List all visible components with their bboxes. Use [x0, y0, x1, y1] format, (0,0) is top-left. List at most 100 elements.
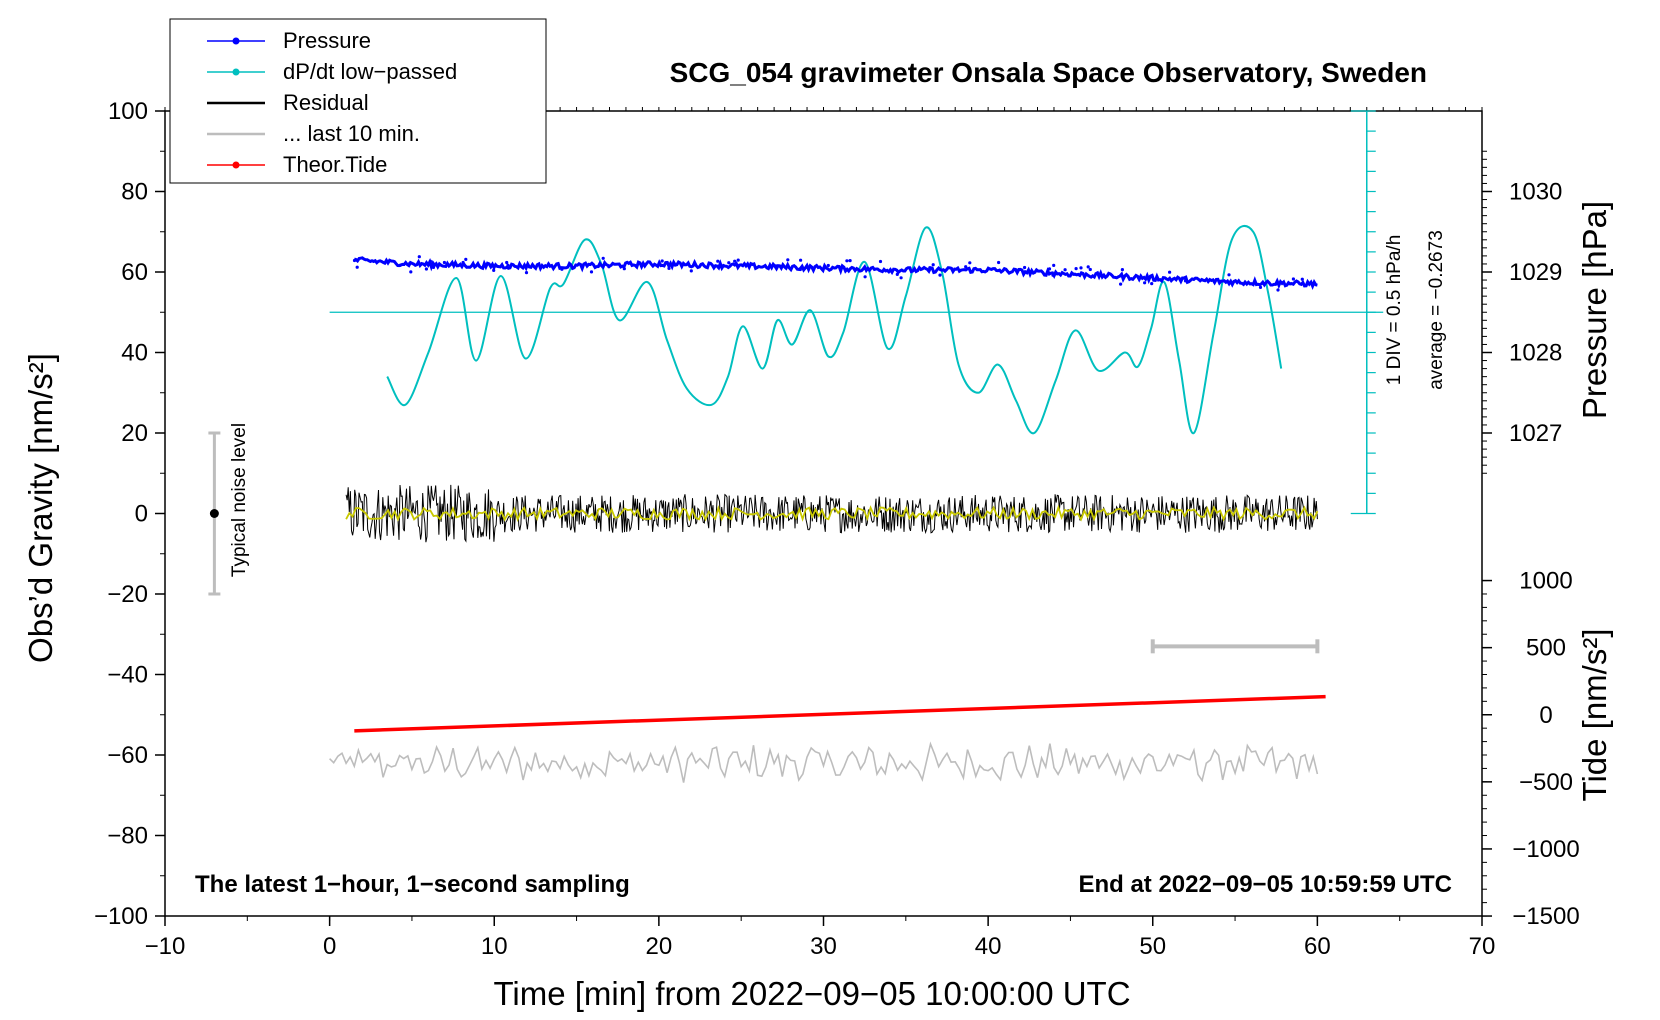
pressure-point [660, 259, 664, 263]
y-tick-label: −20 [107, 581, 148, 608]
legend-swatch-marker [232, 37, 240, 45]
pressure-point [1168, 270, 1172, 274]
pressure-point [409, 270, 413, 274]
legend-label-residual: Residual [283, 90, 369, 115]
y-axis-title: Obs’d Gravity [nm/s²] [22, 353, 59, 663]
pressure-point [464, 257, 468, 261]
pressure-point [667, 266, 671, 270]
pressure-point [1182, 276, 1186, 280]
pressure-point [689, 269, 693, 273]
pressure-point [878, 259, 883, 264]
x-tick-label: 10 [481, 933, 508, 960]
legend-label-last10: ... last 10 min. [283, 121, 420, 146]
pressure-point [997, 260, 1001, 265]
pressure-tick-label: 1028 [1509, 340, 1562, 367]
pressure-point [461, 260, 465, 265]
pressure-point [826, 263, 830, 268]
tide-axis-title: Tide [nm/s²] [1576, 629, 1613, 802]
series-pressure [353, 256, 1318, 291]
pressure-point [928, 266, 932, 270]
annotations [208, 431, 1320, 654]
x-tick-label: 70 [1469, 933, 1496, 960]
legend: Pressure dP/dt low−passed Residual ... l… [169, 18, 547, 184]
pressure-point [408, 261, 412, 265]
pressure-point [736, 258, 740, 262]
pressure-point [1088, 267, 1092, 272]
pressure-point [1258, 285, 1263, 289]
pressure-point [428, 259, 432, 263]
pressure-point [506, 263, 510, 267]
y-tick-label: −40 [107, 662, 148, 689]
pressure-point [1119, 282, 1123, 286]
pressure-point [505, 260, 509, 265]
pressure-point [1300, 277, 1304, 281]
series-last-10-min [329, 741, 1319, 783]
x-tick-label: −10 [145, 933, 186, 960]
y-tick-label: 80 [121, 179, 148, 206]
pressure-point [1079, 266, 1083, 270]
pressure-point [1227, 273, 1231, 277]
pressure-point [931, 263, 935, 267]
y-tick-label: 100 [108, 98, 148, 125]
pressure-point [1063, 268, 1067, 272]
pressure-point [1052, 263, 1056, 267]
pressure-point [524, 271, 529, 275]
pressure-point [1276, 288, 1280, 292]
pressure-axis-title: Pressure [hPa] [1576, 201, 1613, 419]
noise-bar-center-dot [209, 509, 219, 518]
tide-tick-label: 1000 [1519, 568, 1572, 595]
pressure-point [492, 268, 496, 272]
x-tick-label: 0 [323, 933, 336, 960]
y-tick-label: 0 [135, 501, 148, 528]
pressure-point [749, 262, 754, 266]
pressure-point [403, 261, 407, 265]
x-tick-label: 40 [975, 933, 1002, 960]
chart-title: SCG_054 gravimeter Onsala Space Observat… [670, 57, 1427, 88]
pressure-point [799, 258, 803, 262]
pressure-point [774, 264, 778, 268]
noise-level-label: Typical noise level [229, 423, 250, 577]
tide-tick-label: −1000 [1512, 836, 1579, 863]
pressure-point [1120, 268, 1124, 272]
y-tick-label: 40 [121, 340, 148, 367]
y-tick-label: −100 [94, 903, 148, 930]
series-dpdt [386, 225, 1283, 435]
pressure-point [1183, 279, 1188, 283]
legend-label-pressure: Pressure [283, 28, 371, 53]
x-tick-label: 60 [1304, 933, 1331, 960]
pressure-point [716, 259, 720, 263]
pressure-point [417, 255, 421, 259]
tide-tick-label: −1500 [1512, 903, 1579, 930]
pressure-point [622, 267, 626, 271]
pressure-point [1047, 267, 1052, 271]
legend-swatch-marker [232, 68, 240, 76]
tide-tick-label: 0 [1539, 702, 1552, 729]
pressure-point [798, 267, 802, 272]
footer-right: End at 2022−09−05 10:59:59 UTC [1078, 871, 1452, 898]
pressure-point [1074, 267, 1078, 271]
series-residual-smoothed [345, 504, 1319, 522]
pressure-tick-label: 1029 [1509, 259, 1562, 286]
pressure-point [733, 259, 737, 263]
pressure-point [908, 266, 912, 270]
pressure-point [352, 258, 357, 263]
pressure-point [938, 273, 942, 277]
pressure-tick-label: 1027 [1509, 420, 1562, 447]
pressure-point [567, 263, 571, 267]
pressure-point [424, 267, 428, 271]
tide-tick-label: −500 [1519, 769, 1573, 796]
y-tick-label: 60 [121, 259, 148, 286]
y-tick-label: 20 [121, 420, 148, 447]
dpdt-div-label: 1 DIV = 0.5 hPa/h [1384, 235, 1405, 386]
pressure-point [431, 265, 436, 269]
pressure-point [848, 259, 852, 263]
pressure-point [727, 261, 731, 265]
legend-swatches [207, 37, 265, 169]
series-theor-tide [354, 694, 1326, 733]
y-tick-label: −80 [107, 823, 148, 850]
pressure-point [1150, 282, 1154, 286]
legend-swatch-marker [232, 161, 240, 169]
pressure-point [1023, 265, 1027, 270]
dpdt-average-label: average = −0.2673 [1426, 230, 1447, 390]
